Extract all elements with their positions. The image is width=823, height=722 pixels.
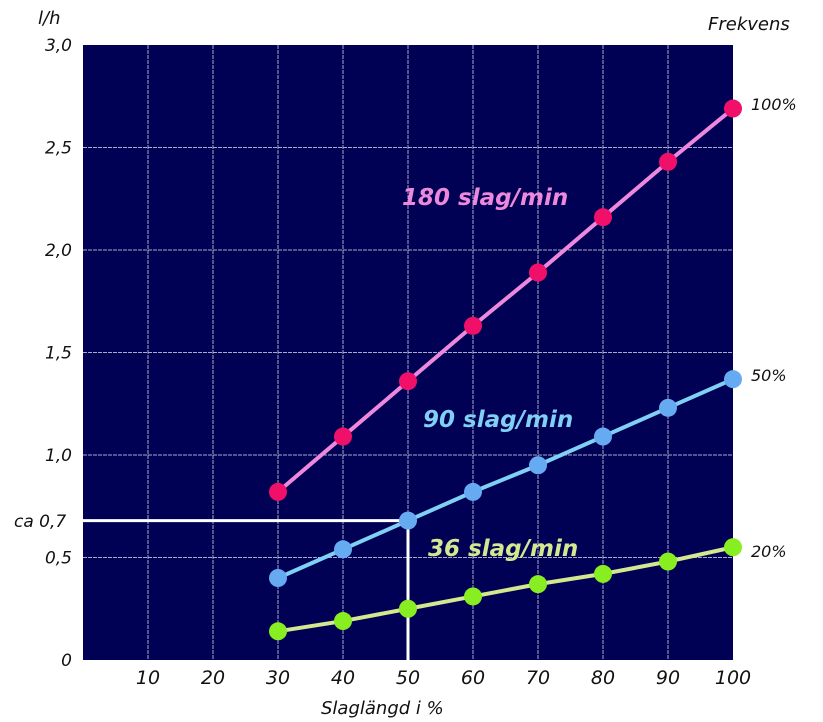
y-tick-label: 0: [61, 651, 72, 671]
series-end-label: 50%: [751, 366, 787, 385]
x-tick-label: 40: [331, 667, 355, 689]
data-point: [529, 575, 547, 593]
data-point: [399, 372, 417, 390]
y-axis-title: l/h: [38, 8, 60, 29]
x-tick-label: 70: [526, 667, 550, 689]
x-tick-label: 80: [591, 667, 615, 689]
series-label: 36 slag/min: [428, 536, 578, 562]
data-point: [594, 565, 612, 583]
data-point: [334, 540, 352, 558]
annotation-label: ca 0,7: [14, 512, 66, 532]
y-tick-label: 3,0: [45, 36, 72, 56]
y-tick-label: 2,5: [45, 139, 72, 159]
series-label: 90 slag/min: [423, 407, 573, 433]
data-point: [334, 428, 352, 446]
y-tick-label: 2,0: [45, 241, 72, 261]
data-point: [464, 587, 482, 605]
data-point: [399, 600, 417, 618]
x-tick-label: 90: [656, 667, 680, 689]
data-point: [529, 456, 547, 474]
data-point: [269, 569, 287, 587]
y-tick-label: 1,5: [45, 344, 72, 364]
series-end-label: 100%: [751, 95, 797, 114]
data-point: [464, 317, 482, 335]
x-tick-labels: 10 20 30 40 50 60 70 80 90 100: [136, 667, 751, 689]
x-tick-label: 20: [201, 667, 225, 689]
x-tick-label: 100: [715, 667, 751, 689]
series-end-label: 20%: [751, 542, 787, 561]
data-point: [269, 622, 287, 640]
x-tick-label: 50: [396, 667, 420, 689]
data-point: [724, 100, 742, 118]
data-point: [594, 208, 612, 226]
data-point: [594, 428, 612, 446]
data-point: [399, 512, 417, 530]
series-label: 180 slag/min: [402, 185, 568, 211]
data-point: [659, 153, 677, 171]
y-tick-label: 0,5: [45, 549, 72, 569]
x-axis-title: Slaglängd i %: [321, 698, 444, 719]
x-tick-label: 10: [136, 667, 160, 689]
y-tick-labels: 0 0,5 1,0 1,5 2,0 2,5 3,0: [45, 36, 72, 671]
data-point: [464, 483, 482, 501]
x-tick-label: 30: [266, 667, 290, 689]
x-tick-label: 60: [461, 667, 485, 689]
data-point: [724, 370, 742, 388]
frequency-label: Frekvens: [708, 14, 790, 35]
data-point: [659, 553, 677, 571]
data-point: [334, 612, 352, 630]
data-point: [724, 538, 742, 556]
data-point: [659, 399, 677, 417]
y-tick-label: 1,0: [45, 446, 72, 466]
data-point: [529, 264, 547, 282]
data-point: [269, 483, 287, 501]
